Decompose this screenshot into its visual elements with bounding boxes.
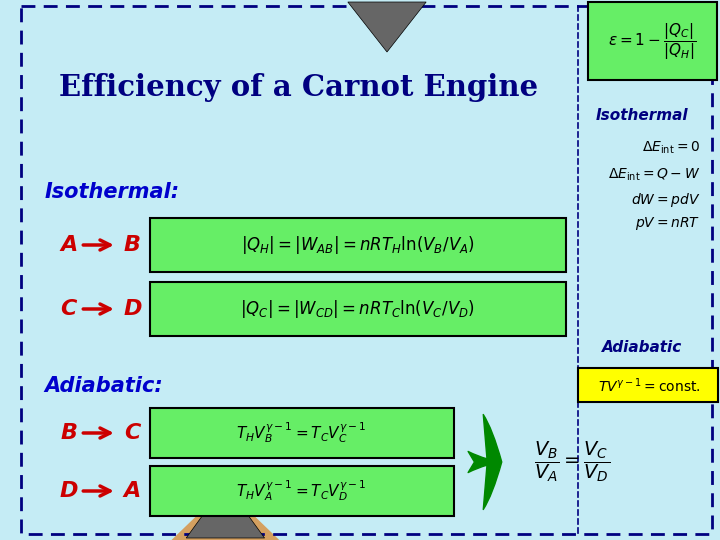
Text: $\Delta E_{\rm int} = Q - W$: $\Delta E_{\rm int} = Q - W$ [608, 167, 701, 183]
Text: C: C [124, 423, 140, 443]
Bar [588, 2, 717, 80]
Text: Isothermal:: Isothermal: [44, 182, 179, 202]
Text: B: B [124, 235, 141, 255]
Bar [150, 218, 566, 272]
Polygon shape [348, 2, 426, 52]
Text: Efficiency of a Carnot Engine: Efficiency of a Carnot Engine [59, 73, 539, 103]
Text: $T_H V_B^{\gamma - 1} = T_C V_C^{\gamma - 1}$: $T_H V_B^{\gamma - 1} = T_C V_C^{\gamma … [236, 421, 367, 446]
Text: $\varepsilon = 1 - \dfrac{|Q_C|}{|Q_H|}$: $\varepsilon = 1 - \dfrac{|Q_C|}{|Q_H|}$ [608, 22, 696, 63]
Text: $pV = nRT$: $pV = nRT$ [635, 214, 701, 232]
Text: Adiabatic: Adiabatic [601, 341, 682, 355]
Text: $\Delta E_{\rm int} = 0$: $\Delta E_{\rm int} = 0$ [642, 140, 701, 156]
Text: A: A [124, 481, 141, 501]
Text: B: B [60, 423, 77, 443]
Text: $T_H V_A^{\gamma - 1} = T_C V_D^{\gamma - 1}$: $T_H V_A^{\gamma - 1} = T_C V_D^{\gamma … [236, 478, 367, 503]
Text: Isothermal: Isothermal [595, 107, 688, 123]
Polygon shape [186, 484, 264, 538]
Text: $dW = pdV$: $dW = pdV$ [631, 191, 701, 209]
Text: $|Q_H| = |W_{AB}| = nRT_H \ln(V_B / V_A)$: $|Q_H| = |W_{AB}| = nRT_H \ln(V_B / V_A)… [240, 234, 474, 256]
Polygon shape [171, 488, 279, 540]
Text: Adiabatic:: Adiabatic: [44, 376, 163, 396]
Text: C: C [60, 299, 77, 319]
Text: $TV^{\gamma-1} = {\rm const.}$: $TV^{\gamma-1} = {\rm const.}$ [598, 377, 701, 395]
Bar [150, 282, 566, 336]
Bar [578, 368, 718, 402]
Text: $\dfrac{V_B}{V_A} = \dfrac{V_C}{V_D}$: $\dfrac{V_B}{V_A} = \dfrac{V_C}{V_D}$ [534, 440, 610, 484]
Text: A: A [60, 235, 77, 255]
Text: D: D [123, 299, 142, 319]
Bar [150, 466, 454, 516]
Text: $|Q_C| = |W_{CD}| = nRT_C \ln(V_C / V_D)$: $|Q_C| = |W_{CD}| = nRT_C \ln(V_C / V_D)… [240, 298, 475, 320]
Bar [150, 408, 454, 458]
Text: D: D [60, 481, 78, 501]
